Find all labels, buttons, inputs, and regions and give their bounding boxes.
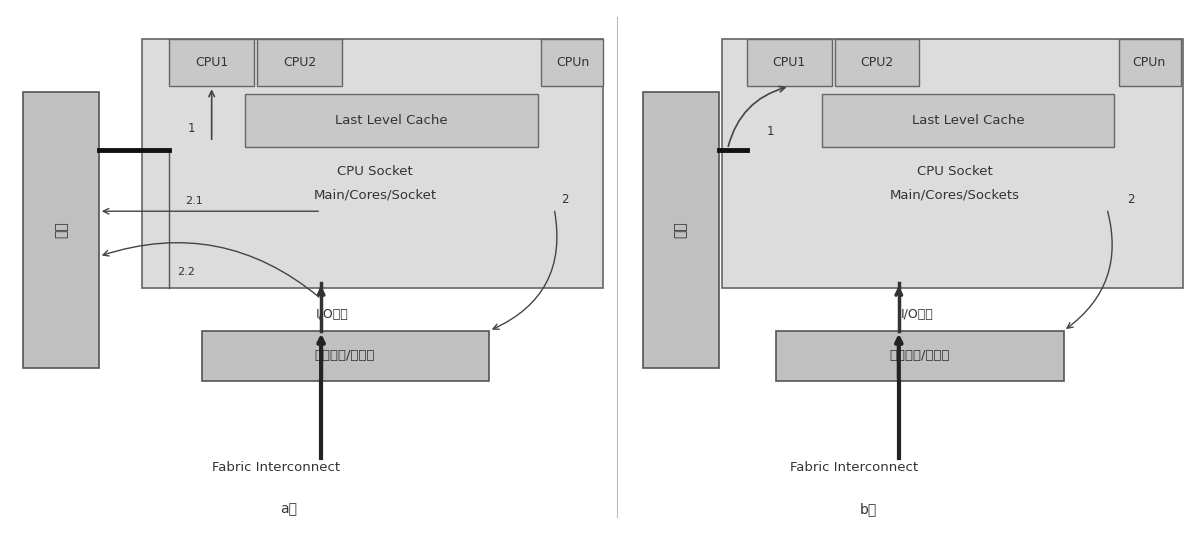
Text: 外部设备/控制器: 外部设备/控制器 xyxy=(889,349,950,362)
FancyBboxPatch shape xyxy=(202,331,489,381)
Text: 1: 1 xyxy=(767,125,774,138)
FancyBboxPatch shape xyxy=(777,331,1064,381)
FancyBboxPatch shape xyxy=(822,95,1115,147)
FancyBboxPatch shape xyxy=(245,95,538,147)
Text: 1: 1 xyxy=(188,122,195,136)
Text: Last Level Cache: Last Level Cache xyxy=(336,114,448,128)
Text: CPUn: CPUn xyxy=(556,56,589,69)
FancyBboxPatch shape xyxy=(170,38,253,87)
Text: 2.1: 2.1 xyxy=(185,195,203,206)
Text: CPU2: CPU2 xyxy=(860,56,894,69)
Text: 2.2: 2.2 xyxy=(177,268,195,277)
Text: CPU2: CPU2 xyxy=(283,56,315,69)
Text: CPU1: CPU1 xyxy=(773,56,805,69)
Text: Last Level Cache: Last Level Cache xyxy=(912,114,1024,128)
FancyBboxPatch shape xyxy=(835,38,919,87)
Text: 外部设备/控制器: 外部设备/控制器 xyxy=(314,349,375,362)
Text: CPU Socket: CPU Socket xyxy=(918,165,993,178)
Text: 2: 2 xyxy=(1127,192,1134,206)
Text: 2: 2 xyxy=(562,192,569,206)
FancyBboxPatch shape xyxy=(722,38,1183,288)
Text: Fabric Interconnect: Fabric Interconnect xyxy=(212,461,339,474)
Text: Main/Cores/Sockets: Main/Cores/Sockets xyxy=(890,189,1021,202)
Text: CPU Socket: CPU Socket xyxy=(337,165,413,178)
Text: Main/Cores/Socket: Main/Cores/Socket xyxy=(314,189,437,202)
Text: Fabric Interconnect: Fabric Interconnect xyxy=(790,461,919,474)
Text: I/O总线: I/O总线 xyxy=(315,308,348,321)
FancyBboxPatch shape xyxy=(23,92,99,368)
Text: CPUn: CPUn xyxy=(1133,56,1166,69)
FancyBboxPatch shape xyxy=(747,38,832,87)
Text: a）: a） xyxy=(280,502,298,516)
FancyBboxPatch shape xyxy=(541,38,603,87)
FancyBboxPatch shape xyxy=(643,92,719,368)
FancyBboxPatch shape xyxy=(1119,38,1181,87)
Text: 内存: 内存 xyxy=(674,222,688,238)
Text: I/O总线: I/O总线 xyxy=(901,308,933,321)
FancyBboxPatch shape xyxy=(142,38,603,288)
Text: b）: b） xyxy=(860,502,877,516)
Text: CPU1: CPU1 xyxy=(195,56,228,69)
FancyBboxPatch shape xyxy=(257,38,342,87)
Text: 内存: 内存 xyxy=(54,222,68,238)
